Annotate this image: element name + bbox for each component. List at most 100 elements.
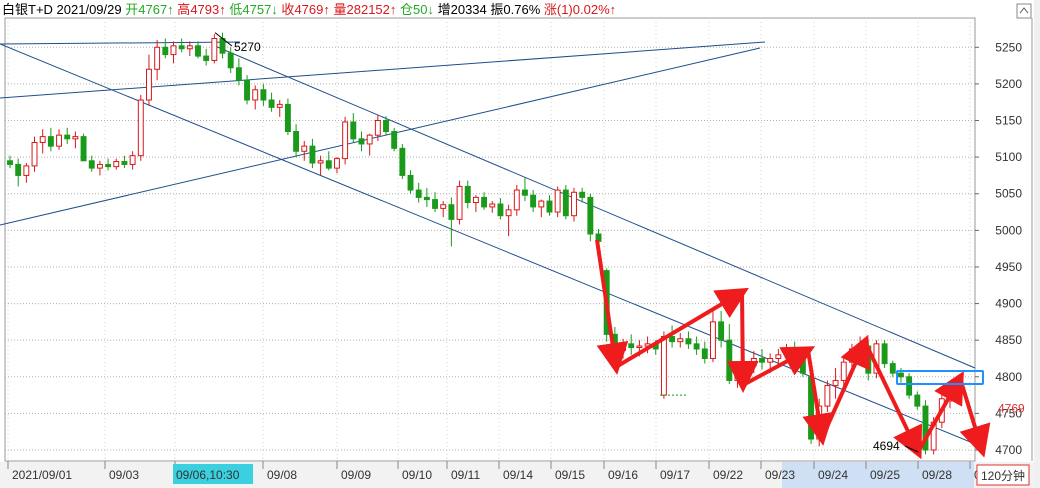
candle[interactable] (31, 136, 38, 172)
trend-line[interactable] (0, 41, 241, 45)
candle[interactable] (178, 38, 185, 53)
candle[interactable] (350, 113, 357, 143)
candle[interactable] (358, 131, 365, 152)
candle[interactable] (268, 92, 275, 112)
candle[interactable] (64, 127, 71, 144)
candle[interactable] (489, 201, 496, 213)
candle[interactable] (170, 41, 177, 64)
candle[interactable] (448, 197, 455, 247)
period-label[interactable]: 120分钟 (981, 468, 1025, 483)
candle[interactable] (39, 129, 46, 154)
candle[interactable] (203, 48, 210, 66)
candle[interactable] (276, 100, 283, 117)
candle[interactable] (80, 133, 87, 162)
candle[interactable] (252, 85, 259, 110)
candle[interactable] (881, 340, 888, 369)
candle[interactable] (456, 180, 463, 225)
candle[interactable] (195, 41, 201, 59)
candle[interactable] (693, 336, 700, 355)
red-arrow[interactable] (958, 377, 991, 458)
red-arrow[interactable] (726, 291, 759, 393)
candle[interactable] (47, 127, 54, 152)
candle[interactable] (734, 365, 741, 388)
red-arrow[interactable] (595, 239, 629, 375)
candle[interactable] (824, 380, 831, 412)
red-arrow[interactable] (742, 346, 816, 387)
candle[interactable] (325, 151, 332, 171)
candle[interactable] (562, 184, 569, 220)
candle[interactable] (235, 58, 242, 86)
candle[interactable] (472, 195, 479, 213)
candle[interactable] (522, 177, 528, 202)
candle[interactable] (440, 201, 447, 218)
candle[interactable] (505, 204, 512, 237)
red-arrow[interactable] (863, 341, 922, 460)
candle[interactable] (366, 133, 373, 156)
candle[interactable] (554, 186, 561, 218)
candle[interactable] (260, 83, 267, 106)
candle[interactable] (579, 187, 586, 203)
candle[interactable] (677, 332, 684, 348)
candle[interactable] (317, 155, 324, 176)
candle[interactable] (922, 400, 929, 455)
candle[interactable] (423, 187, 430, 207)
candle[interactable] (301, 141, 308, 161)
candle[interactable] (889, 360, 896, 377)
candle[interactable] (162, 38, 169, 59)
resistance-box[interactable] (896, 370, 984, 385)
candle[interactable] (219, 32, 226, 59)
candle[interactable] (293, 124, 300, 158)
candle[interactable] (72, 131, 79, 149)
candle[interactable] (309, 138, 316, 169)
candle[interactable] (96, 160, 103, 176)
candle[interactable] (88, 155, 95, 172)
candle[interactable] (481, 192, 488, 210)
candle[interactable] (726, 324, 733, 385)
red-arrow[interactable] (916, 371, 964, 453)
candle[interactable] (113, 158, 120, 170)
candle[interactable] (407, 170, 414, 194)
candle[interactable] (799, 354, 806, 377)
candle[interactable] (906, 373, 913, 399)
candle[interactable] (186, 41, 193, 57)
candle[interactable] (211, 34, 218, 64)
candle[interactable] (759, 348, 765, 370)
candle[interactable] (538, 199, 545, 218)
candle[interactable] (146, 54, 152, 106)
candle[interactable] (513, 184, 520, 216)
candle[interactable] (334, 157, 340, 174)
candle[interactable] (571, 187, 577, 222)
red-arrow[interactable] (820, 334, 870, 439)
candle[interactable] (374, 114, 381, 142)
candle[interactable] (121, 155, 128, 169)
candle[interactable] (23, 162, 30, 183)
candle[interactable] (383, 116, 389, 136)
candle[interactable] (7, 155, 13, 169)
candle[interactable] (701, 341, 708, 364)
candle[interactable] (56, 129, 62, 150)
candle[interactable] (710, 307, 716, 363)
candle[interactable] (620, 338, 626, 359)
candle[interactable] (15, 158, 22, 187)
candle[interactable] (464, 180, 471, 209)
candle[interactable] (628, 334, 635, 355)
candle[interactable] (342, 116, 349, 165)
candle[interactable] (669, 325, 676, 348)
candle[interactable] (546, 195, 553, 216)
candle[interactable] (497, 198, 504, 220)
period-box[interactable] (976, 464, 1030, 486)
candle[interactable] (137, 94, 144, 161)
candle[interactable] (154, 39, 161, 81)
trend-line[interactable] (214, 45, 976, 369)
trend-line[interactable] (0, 47, 761, 226)
candle[interactable] (129, 151, 136, 170)
candle[interactable] (587, 193, 594, 242)
panel-toggle-icon[interactable] (1016, 3, 1032, 19)
candle[interactable] (105, 158, 112, 171)
candle[interactable] (685, 331, 692, 349)
candle[interactable] (914, 391, 921, 410)
trend-line[interactable] (0, 43, 986, 449)
candle[interactable] (415, 182, 422, 203)
